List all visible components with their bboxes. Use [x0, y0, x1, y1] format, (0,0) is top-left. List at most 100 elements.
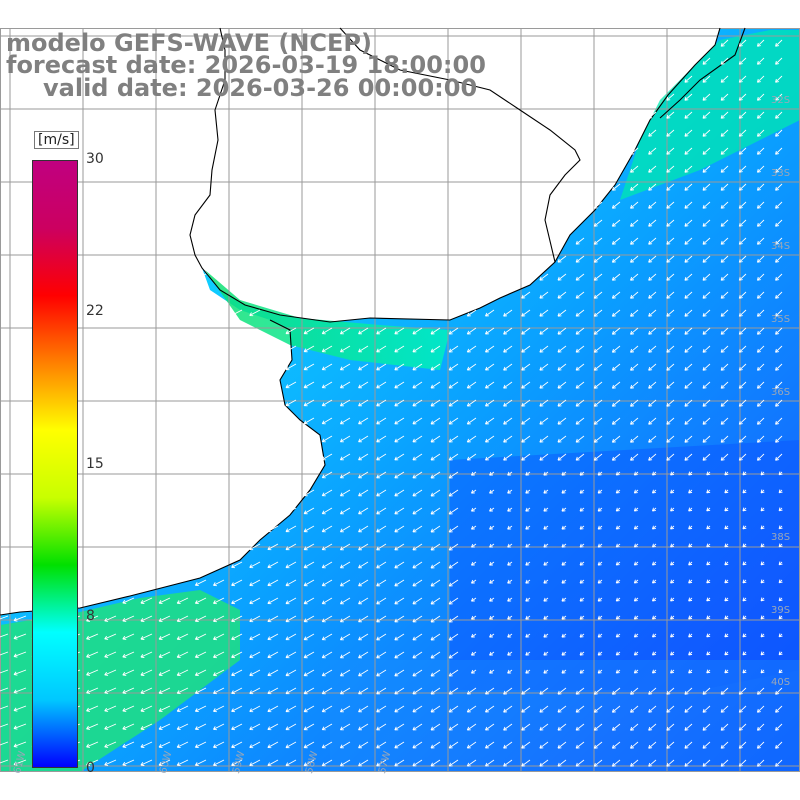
- wind-arrow: [267, 741, 279, 749]
- wind-arrow: [557, 345, 567, 353]
- wind-arrow: [775, 723, 783, 731]
- wind-arrow: [394, 669, 405, 677]
- wind-arrow: [430, 759, 441, 767]
- wind-arrow: [630, 291, 639, 299]
- wind-arrow: [738, 345, 747, 353]
- wind-arrow: [706, 669, 711, 674]
- wind-arrow: [651, 507, 657, 512]
- wind-arrow: [702, 93, 711, 101]
- wind-arrow: [394, 633, 405, 641]
- wind-arrow: [507, 579, 513, 584]
- wind-arrow: [448, 651, 459, 659]
- wind-arrow: [615, 669, 621, 674]
- wind-arrow: [394, 597, 405, 605]
- wind-arrow: [630, 705, 639, 713]
- wind-arrow: [630, 255, 639, 263]
- wind-arrow: [633, 543, 639, 548]
- wind-arrow: [684, 759, 693, 767]
- wind-arrow: [630, 741, 639, 749]
- wind-arrow: [648, 687, 657, 695]
- wind-arrow: [339, 543, 351, 551]
- wind-arrow: [593, 291, 603, 299]
- wind-arrow: [543, 543, 549, 548]
- wind-arrow: [760, 597, 765, 602]
- wind-arrow: [539, 723, 549, 731]
- wind-arrow: [651, 489, 657, 494]
- wind-arrow: [358, 435, 369, 443]
- wind-arrow: [720, 363, 729, 371]
- wind-arrow: [720, 705, 729, 713]
- wind-arrow: [412, 327, 423, 335]
- wind-arrow: [648, 381, 657, 389]
- wind-arrow: [521, 759, 531, 767]
- wind-arrow: [194, 273, 207, 281]
- wind-arrow: [249, 633, 261, 641]
- wind-arrow: [738, 57, 747, 65]
- wind-arrow: [430, 381, 441, 389]
- wind-arrow: [321, 741, 333, 749]
- wind-arrow: [666, 255, 675, 263]
- wind-arrow: [176, 687, 189, 695]
- wind-arrow: [648, 363, 657, 371]
- wind-arrow: [702, 201, 711, 209]
- wind-arrow: [140, 669, 153, 676]
- wind-arrow: [775, 237, 783, 245]
- wind-arrow: [597, 651, 603, 656]
- wind-arrow: [557, 705, 567, 713]
- wind-arrow: [358, 705, 369, 713]
- wind-arrow: [630, 345, 639, 353]
- wind-arrow: [742, 471, 747, 476]
- wind-arrow: [122, 669, 135, 676]
- wind-arrow: [539, 705, 549, 713]
- wind-arrow: [778, 507, 783, 512]
- wind-arrow: [666, 201, 675, 209]
- wind-arrow: [376, 489, 387, 497]
- wind-arrow: [376, 651, 387, 659]
- wind-arrow: [561, 579, 567, 584]
- wind-arrow: [339, 723, 351, 731]
- wind-arrow: [339, 435, 351, 443]
- wind-arrow: [720, 273, 729, 281]
- wind-arrow: [648, 165, 657, 173]
- wind-arrow: [13, 615, 27, 622]
- wind-arrow: [358, 345, 369, 353]
- wind-arrow: [775, 453, 783, 461]
- wind-arrow: [724, 561, 729, 566]
- wind-arrow: [630, 723, 639, 731]
- wind-arrow: [358, 615, 369, 623]
- wind-arrow: [648, 705, 657, 713]
- wind-arrow: [394, 615, 405, 623]
- wind-arrow: [611, 183, 621, 191]
- wind-arrow: [539, 417, 549, 425]
- wind-arrow: [489, 633, 495, 638]
- wind-arrow: [430, 471, 441, 479]
- wind-arrow: [702, 687, 711, 695]
- wind-arrow: [285, 543, 297, 551]
- wind-arrow: [321, 579, 333, 587]
- wind-arrow: [13, 687, 27, 694]
- wind-arrow: [615, 579, 621, 584]
- wind-arrow: [775, 309, 783, 317]
- wind-arrow: [376, 579, 387, 587]
- wind-arrow: [742, 633, 747, 638]
- wind-arrow: [684, 237, 693, 245]
- wind-arrow: [539, 309, 549, 317]
- wind-arrow: [448, 543, 459, 551]
- wind-arrow: [597, 471, 603, 476]
- wind-arrow: [267, 669, 279, 677]
- wind-arrow: [503, 687, 513, 695]
- wind-arrow: [593, 237, 603, 245]
- wind-arrow: [557, 309, 567, 317]
- wind-arrow: [575, 309, 585, 317]
- wind-arrow: [485, 327, 495, 335]
- wind-arrow: [611, 759, 621, 767]
- wind-arrow: [213, 741, 225, 749]
- wind-arrow: [597, 525, 603, 530]
- wind-arrow: [303, 669, 315, 677]
- wind-arrow: [756, 147, 765, 155]
- wind-arrow: [593, 687, 603, 695]
- wind-arrow: [539, 399, 549, 407]
- wind-arrow: [339, 507, 351, 515]
- wind-arrow: [448, 327, 459, 335]
- wind-arrow: [539, 435, 549, 443]
